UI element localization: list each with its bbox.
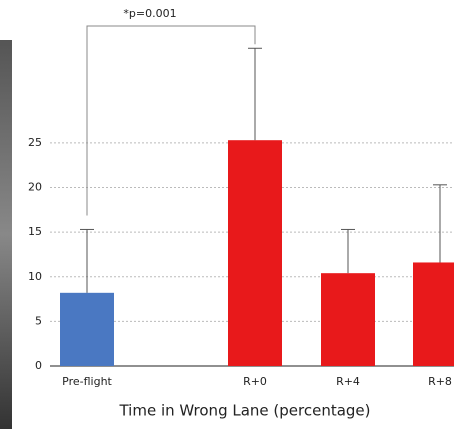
y-tick-label: 0 — [35, 359, 42, 372]
x-tick-label: R+0 — [243, 375, 267, 388]
x-tick-label: R+4 — [336, 375, 360, 388]
y-tick-label: 20 — [28, 181, 42, 194]
y-tick-label: 25 — [28, 136, 42, 149]
x-tick-label: Pre-flight — [62, 375, 112, 388]
y-tick-label: 15 — [28, 225, 42, 238]
annotation: *p=0.001 — [123, 7, 176, 20]
x-tick-label: R+8 — [428, 375, 452, 388]
bar — [413, 262, 454, 366]
bar — [321, 273, 375, 366]
photo-strip — [0, 40, 12, 429]
bar — [60, 292, 114, 366]
y-tick-label: 10 — [28, 270, 42, 283]
significance-bracket — [86, 25, 256, 216]
bar — [228, 140, 282, 366]
x-axis-title: Time in Wrong Lane (percentage) — [118, 402, 370, 420]
y-tick-label: 5 — [35, 314, 42, 327]
